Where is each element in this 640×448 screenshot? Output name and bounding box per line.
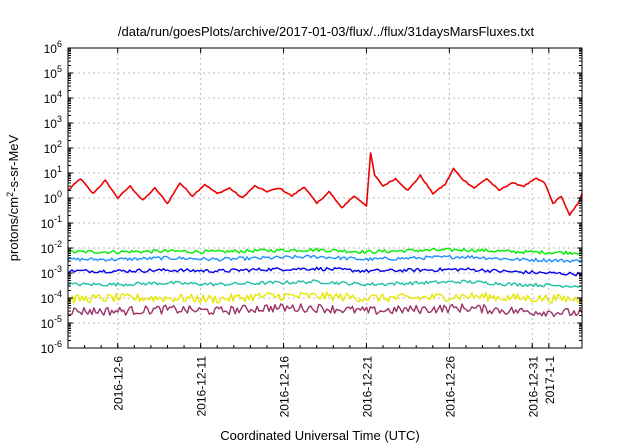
x-tick-label: 2016-12-21 [360, 356, 374, 418]
y-tick-label: 10-6 [41, 339, 62, 356]
x-tick-label: 2017-1-1 [543, 356, 557, 404]
y-tick-exponent: -5 [54, 314, 62, 324]
y-tick-exponent: -4 [54, 289, 62, 299]
y-tick-exponent: 5 [57, 64, 62, 74]
x-axis-label: Coordinated Universal Time (UTC) [220, 428, 419, 443]
series-line-0 [67, 152, 583, 216]
y-tick-label: 10-5 [41, 314, 62, 331]
series-line-4 [67, 279, 582, 288]
y-tick-exponent: 2 [57, 139, 62, 149]
y-tick-label: 104 [44, 89, 62, 106]
y-tick-exponent: 3 [57, 114, 62, 124]
series-line-5 [67, 291, 583, 304]
x-tick-label: 2016-12-11 [195, 356, 209, 417]
y-tick-base: 10 [44, 67, 58, 81]
y-axis-label-suffix: -s-sr-MeV [6, 134, 21, 191]
y-tick-base: 10 [41, 292, 55, 306]
y-tick-base: 10 [41, 242, 55, 256]
x-tick-label: 2016-12-26 [443, 356, 457, 418]
y-tick-label: 10-1 [41, 214, 62, 231]
y-tick-labels: 10-610-510-410-310-210-11001011021031041… [41, 39, 62, 356]
y-tick-base: 10 [44, 42, 58, 56]
series-line-3 [67, 266, 583, 277]
y-tick-base: 10 [44, 92, 58, 106]
y-tick-exponent: -6 [54, 339, 62, 349]
x-tick-label: 2016-12-6 [112, 356, 126, 411]
plot-frame [67, 47, 583, 349]
plot-border [67, 47, 583, 349]
y-tick-exponent: -2 [54, 239, 62, 249]
y-tick-exponent: -3 [54, 264, 62, 274]
series-line-6 [67, 303, 583, 318]
y-tick-label: 10-3 [41, 264, 62, 281]
y-tick-base: 10 [44, 167, 58, 181]
y-axis-label-prefix: protons/cm [6, 197, 21, 261]
y-tick-label: 10-4 [41, 289, 62, 306]
x-tick-label: 2016-12-16 [278, 356, 292, 418]
y-axis-label: protons/cm2-s-sr-MeV [5, 134, 21, 261]
x-tick-labels: 2016-12-6 2016-12-11 2016-12-16 2016-12-21 2… [112, 356, 557, 418]
y-tick-exponent: -1 [54, 214, 62, 224]
y-tick-label: 101 [44, 164, 62, 181]
series-line-1 [67, 247, 583, 255]
y-tick-exponent: 0 [57, 189, 62, 199]
chart-title: /data/run/goesPlots/archive/2017-01-03/f… [118, 24, 535, 39]
y-tick-base: 10 [41, 342, 55, 356]
y-tick-label: 102 [44, 139, 62, 156]
series-line-2 [67, 254, 583, 264]
y-tick-base: 10 [44, 117, 58, 131]
x-tick-label: 2016-12-31 [526, 356, 540, 418]
y-tick-exponent: 1 [57, 164, 62, 174]
y-tick-label: 10-2 [41, 239, 62, 256]
y-tick-exponent: 4 [57, 89, 62, 99]
y-tick-label: 105 [44, 64, 62, 81]
y-tick-label: 106 [44, 39, 62, 56]
y-tick-label: 103 [44, 114, 62, 131]
y-tick-base: 10 [44, 192, 58, 206]
series-lines [67, 152, 583, 318]
y-tick-base: 10 [41, 317, 55, 331]
y-tick-base: 10 [41, 267, 55, 281]
y-tick-exponent: 6 [57, 39, 62, 49]
y-tick-base: 10 [44, 142, 58, 156]
y-axis-label-sup: 2 [5, 192, 15, 197]
y-tick-base: 10 [41, 217, 55, 231]
y-tick-label: 100 [44, 189, 62, 206]
